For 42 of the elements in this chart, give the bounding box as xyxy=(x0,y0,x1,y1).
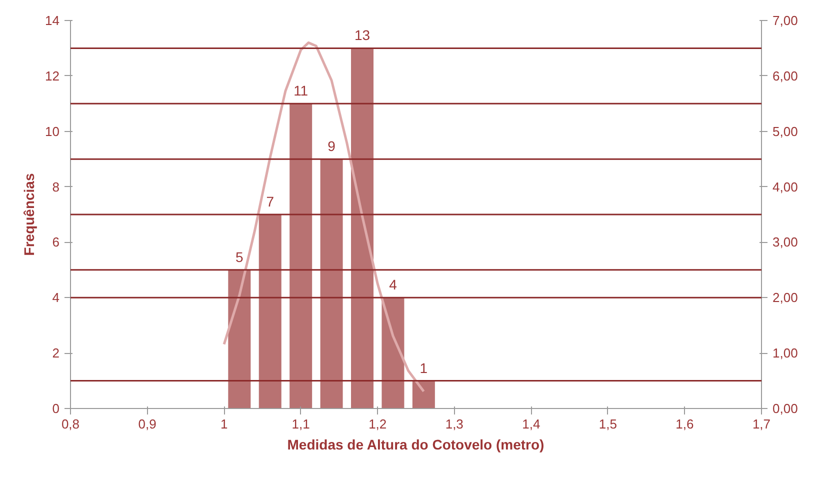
x-tick-label: 1,7 xyxy=(752,416,771,432)
bar xyxy=(228,269,251,408)
y2-tick-label: 1,00 xyxy=(772,346,798,361)
y2-tick-label: 2,00 xyxy=(772,290,798,306)
x-tick-label: 1,1 xyxy=(292,416,310,432)
x-tick-label: 1,3 xyxy=(445,416,464,432)
y-tick-label: 2 xyxy=(52,346,60,361)
data-label: 4 xyxy=(389,276,398,293)
x-tick-label: 0,8 xyxy=(61,416,80,432)
y-tick-label: 14 xyxy=(45,13,60,28)
y-tick-label: 12 xyxy=(45,68,60,84)
y-tick-label: 4 xyxy=(52,290,60,306)
bar xyxy=(351,48,374,408)
x-tick-label: 1,5 xyxy=(598,416,617,432)
x-axis-title: Medidas de Altura do Cotovelo (metro) xyxy=(287,436,544,452)
x-tick-label: 1,4 xyxy=(522,416,540,432)
data-label: 13 xyxy=(354,27,370,44)
y-tick-label: 8 xyxy=(52,179,60,194)
x-tick-label: 0,9 xyxy=(138,416,156,432)
data-label: 1 xyxy=(420,360,428,376)
y2-tick-label: 3,00 xyxy=(772,234,798,250)
bar xyxy=(382,297,404,408)
line-series xyxy=(222,41,425,393)
y2-tick-label: 0,00 xyxy=(772,401,798,416)
y-tick-label: 10 xyxy=(45,124,60,139)
bar xyxy=(320,158,343,408)
data-label: 9 xyxy=(328,138,336,154)
y-tick-label: 6 xyxy=(52,234,60,250)
y2-tick-label: 7,00 xyxy=(772,13,798,28)
data-label: 7 xyxy=(266,194,274,210)
y2-tick-label: 4,00 xyxy=(772,179,798,194)
data-label: 11 xyxy=(294,82,308,99)
y-tick-label: 0 xyxy=(52,401,60,416)
y-axis-title: Frequências xyxy=(21,173,38,256)
data-label: 5 xyxy=(236,248,244,265)
y2-tick-label: 5,00 xyxy=(772,124,798,139)
x-tick-label: 1 xyxy=(220,416,228,432)
bar xyxy=(258,214,282,408)
x-tick-label: 1,2 xyxy=(368,416,387,432)
x-tick-label: 1,6 xyxy=(676,416,694,432)
bar xyxy=(290,103,312,408)
y2-tick-label: 6,00 xyxy=(772,68,798,84)
